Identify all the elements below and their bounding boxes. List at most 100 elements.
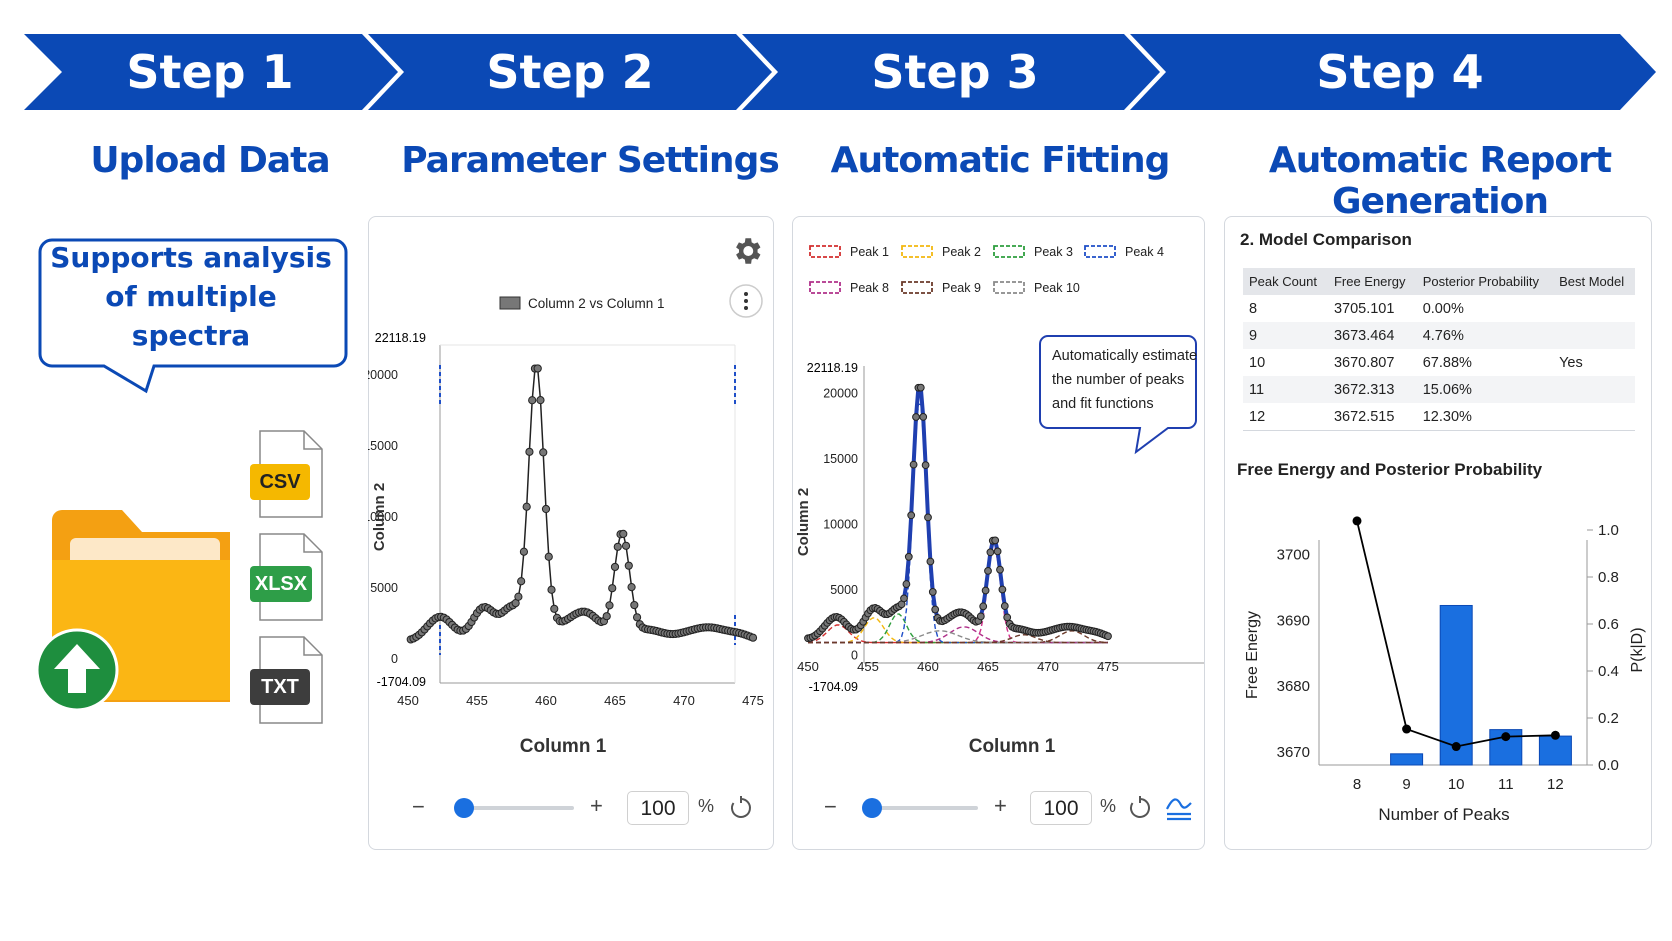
y2-tick-label: 0.2 <box>1598 710 1619 727</box>
data-point <box>921 461 930 470</box>
data-point <box>610 562 620 572</box>
peak-legend-swatch <box>993 281 1025 294</box>
zoom-slider-handle[interactable] <box>454 798 474 818</box>
zoom-input[interactable]: 100 <box>1030 791 1092 825</box>
data-point <box>919 412 928 421</box>
data-point <box>621 541 631 550</box>
x-axis-title: Column 1 <box>969 736 1056 757</box>
y-tick-label: 15000 <box>823 452 858 466</box>
data-point <box>909 460 918 469</box>
table-cell: 3673.464 <box>1327 322 1417 349</box>
zoom-out-button[interactable]: − <box>412 794 425 819</box>
table-cell: 67.88% <box>1422 354 1472 371</box>
free-energy-point <box>1451 742 1461 752</box>
data-point <box>528 396 537 405</box>
posterior-bar <box>1439 604 1473 766</box>
x-tick-label: 11 <box>1498 776 1514 793</box>
data-point <box>991 536 1000 545</box>
data-point <box>536 396 545 405</box>
fitting-chart[interactable]: Peak 1 Peak 2 Peak 3 Peak 4 Peak 8 Peak 9 Peak… <box>792 240 1205 765</box>
spectrum-line <box>410 367 754 641</box>
x-tick-label: 470 <box>1037 659 1059 674</box>
data-point <box>613 542 622 551</box>
y-tick-label: 20000 <box>368 368 398 382</box>
reset-icon[interactable] <box>1127 795 1153 821</box>
y-max-label: 22118.19 <box>807 361 858 375</box>
x-tick-label: 460 <box>917 659 939 674</box>
data-point <box>926 557 935 566</box>
column-header: Free Energy <box>1327 268 1417 295</box>
chart-legend: Column 2 vs Column 1 <box>528 296 665 311</box>
zoom-in-button[interactable]: + <box>590 793 603 818</box>
data-point <box>900 594 908 603</box>
data-point <box>539 448 548 457</box>
data-point <box>979 602 988 611</box>
y-tick-label: 3680 <box>1277 678 1310 695</box>
fit-curve-icon[interactable] <box>1165 795 1193 821</box>
bubble-line-1: Supports analysis <box>50 241 332 274</box>
x-tick-label: 450 <box>797 659 819 674</box>
peak-legend-label: Peak 9 <box>942 281 981 295</box>
zoom-slider-track[interactable] <box>866 806 978 810</box>
data-point <box>627 583 636 592</box>
y-tick-label: 15000 <box>368 439 398 453</box>
zoom-in-button[interactable]: + <box>994 793 1007 818</box>
y-tick-label: 0 <box>391 652 398 666</box>
upload-arrow-icon[interactable] <box>34 627 120 713</box>
table-row: 10 3670.807 67.88% Yes <box>1243 349 1635 376</box>
bubble-line-2: of multiple spectra <box>105 280 277 352</box>
reset-icon[interactable] <box>728 795 754 821</box>
speech-bubble <box>38 238 348 394</box>
gear-icon[interactable] <box>730 234 764 268</box>
y2-tick-label: 0.4 <box>1598 663 1619 680</box>
step-4-chevron <box>1130 34 1656 110</box>
data-point <box>1003 613 1012 622</box>
peak-legend-label: Peak 1 <box>850 245 889 259</box>
data-point <box>916 383 925 392</box>
y-tick-label: 0 <box>851 649 858 663</box>
table-cell: 8 <box>1249 300 1258 317</box>
peak-legend-swatch <box>809 245 841 258</box>
spectrum-chart[interactable]: Column 2 vs Column 1 22118.19 -1704.09 2… <box>368 285 774 765</box>
callout-line-1: Automatically estimate <box>1052 348 1197 364</box>
zoom-input[interactable]: 100 <box>627 791 689 825</box>
data-point <box>996 565 1004 574</box>
data-point <box>928 588 937 596</box>
more-options-icon[interactable] <box>728 283 764 319</box>
table-cell: 0.00% <box>1422 300 1464 317</box>
free-energy-point <box>1501 732 1511 742</box>
peak-curve <box>808 630 1109 644</box>
parameter-panel <box>368 216 774 850</box>
x-tick-label: 10 <box>1448 776 1465 793</box>
table-cell: 3672.515 <box>1327 403 1417 431</box>
y2-tick-label: 0.8 <box>1598 569 1619 586</box>
peak-legend-swatch <box>809 281 841 294</box>
fitting-panel <box>792 216 1205 850</box>
zoom-unit: % <box>1100 796 1117 816</box>
x-tick-label: 475 <box>1097 659 1119 674</box>
table-cell: 3672.313 <box>1327 376 1417 403</box>
x-axis-title: Column 1 <box>520 736 607 757</box>
data-point <box>1000 602 1009 610</box>
x-tick-label: 8 <box>1353 776 1361 793</box>
y-tick-label: 10000 <box>368 510 398 524</box>
table-cell: 11 <box>1243 376 1328 403</box>
data-point <box>605 601 614 610</box>
table-cell: 12 <box>1243 403 1328 431</box>
peak-legend-swatch <box>901 245 933 258</box>
column-header: Best Model <box>1553 268 1635 295</box>
zoom-slider-handle[interactable] <box>862 798 882 818</box>
data-point <box>519 547 529 556</box>
callout-line-2: the number of peaks <box>1052 372 1184 388</box>
zoom-out-button[interactable]: − <box>824 794 837 819</box>
zoom-slider-track[interactable] <box>456 806 574 810</box>
data-point <box>624 561 633 570</box>
data-point <box>547 585 556 594</box>
table-row: 9 3673.464 4.76% <box>1243 322 1635 349</box>
free-energy-point <box>1550 730 1560 740</box>
data-point <box>602 612 611 621</box>
peak-legend-swatch <box>993 245 1025 258</box>
posterior-bar <box>1538 735 1572 766</box>
column-header: Peak Count <box>1243 268 1328 295</box>
